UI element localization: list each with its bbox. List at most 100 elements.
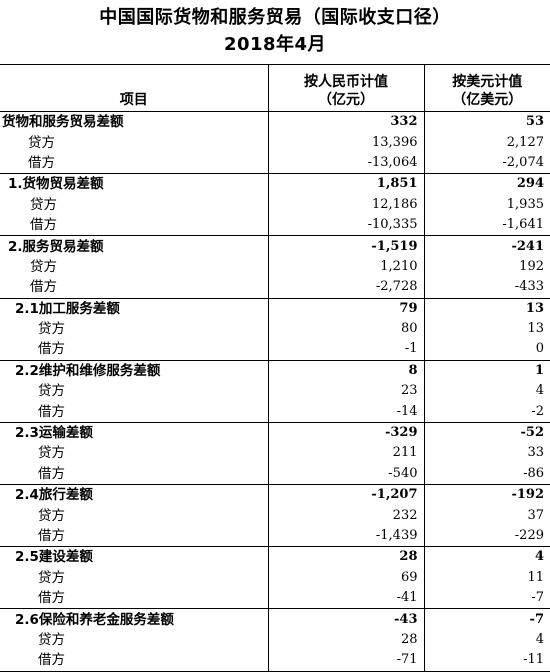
rmb-value: -43 xyxy=(268,609,424,630)
rmb-value: -41 xyxy=(268,588,424,609)
table-row: 借方 -14 -2 xyxy=(0,401,550,422)
rmb-value: 1,210 xyxy=(268,257,424,277)
table-row: 贷方 12,186 1,935 xyxy=(0,195,550,215)
rmb-value: 12,186 xyxy=(268,195,424,215)
table-row: 2.1加工服务差额 79 13 xyxy=(0,298,550,319)
table-row: 贷方 23 4 xyxy=(0,381,550,401)
usd-value: -2 xyxy=(424,401,550,422)
usd-value: -2,074 xyxy=(424,153,550,174)
row-label: 2.5建设差额 xyxy=(0,547,268,568)
row-label: 2.6保险和养老金服务差额 xyxy=(0,609,268,630)
table-row: 1.货物贸易差额 1,851 294 xyxy=(0,174,550,195)
rmb-value: -14 xyxy=(268,401,424,422)
row-label: 2.2维护和维修服务差额 xyxy=(0,360,268,381)
rmb-value: 23 xyxy=(268,381,424,401)
usd-value: -7 xyxy=(424,609,550,630)
row-label: 货物和服务贸易差额 xyxy=(0,112,268,133)
rmb-value: -540 xyxy=(268,464,424,485)
table-row: 借方 -71 -11 xyxy=(0,650,550,671)
usd-value: 13 xyxy=(424,319,550,339)
usd-value: 11 xyxy=(424,568,550,588)
usd-value: -433 xyxy=(424,277,550,298)
table-row: 2.6保险和养老金服务差额 -43 -7 xyxy=(0,609,550,630)
rmb-value: 232 xyxy=(268,505,424,525)
rmb-value: -1 xyxy=(268,339,424,360)
usd-value: 4 xyxy=(424,630,550,650)
table-row: 2.2维护和维修服务差额 8 1 xyxy=(0,360,550,381)
usd-value: -7 xyxy=(424,588,550,609)
rmb-value: -10,335 xyxy=(268,215,424,236)
rmb-value: -1,519 xyxy=(268,236,424,257)
rmb-value: 79 xyxy=(268,298,424,319)
row-label: 贷方 xyxy=(0,568,268,588)
table-row: 借方 -13,064 -2,074 xyxy=(0,153,550,174)
table-row: 贷方 69 11 xyxy=(0,568,550,588)
row-label: 借方 xyxy=(0,526,268,547)
table-row: 货物和服务贸易差额 332 53 xyxy=(0,112,550,133)
usd-value: 4 xyxy=(424,381,550,401)
report-period: 2018年4月 xyxy=(0,33,550,57)
rmb-value: 28 xyxy=(268,547,424,568)
usd-value: -241 xyxy=(424,236,550,257)
row-label: 借方 xyxy=(0,650,268,671)
rmb-value: 13,396 xyxy=(268,132,424,152)
rmb-value: -71 xyxy=(268,650,424,671)
table-row: 2.服务贸易差额 -1,519 -241 xyxy=(0,236,550,257)
usd-value: 33 xyxy=(424,443,550,463)
table-row: 借方 -10,335 -1,641 xyxy=(0,215,550,236)
table-row: 借方 -1,439 -229 xyxy=(0,526,550,547)
row-label: 贷方 xyxy=(0,381,268,401)
usd-value: -52 xyxy=(424,422,550,443)
column-header-item: 项目 xyxy=(0,65,268,112)
row-label: 2.1加工服务差额 xyxy=(0,298,268,319)
row-label: 2.服务贸易差额 xyxy=(0,236,268,257)
row-label: 2.3运输差额 xyxy=(0,422,268,443)
rmb-value: -1,439 xyxy=(268,526,424,547)
rmb-value: 69 xyxy=(268,568,424,588)
column-header-rmb: 按人民币计值 （亿元） xyxy=(268,65,424,112)
column-header-usd-unit: （亿美元） xyxy=(425,91,550,109)
rmb-value: -329 xyxy=(268,422,424,443)
usd-value: -11 xyxy=(424,650,550,671)
table-row: 贷方 211 33 xyxy=(0,443,550,463)
row-label: 借方 xyxy=(0,588,268,609)
table-row: 借方 -2,728 -433 xyxy=(0,277,550,298)
table-row: 贷方 80 13 xyxy=(0,319,550,339)
table-row: 2.3运输差额 -329 -52 xyxy=(0,422,550,443)
table-row: 2.5建设差额 28 4 xyxy=(0,547,550,568)
rmb-value: -2,728 xyxy=(268,277,424,298)
row-label: 借方 xyxy=(0,277,268,298)
table-row: 借方 -41 -7 xyxy=(0,588,550,609)
usd-value: 37 xyxy=(424,505,550,525)
row-label: 贷方 xyxy=(0,319,268,339)
usd-value: 13 xyxy=(424,298,550,319)
rmb-value: 28 xyxy=(268,630,424,650)
usd-value: 0 xyxy=(424,339,550,360)
table-row: 贷方 1,210 192 xyxy=(0,257,550,277)
usd-value: 2,127 xyxy=(424,132,550,152)
rmb-value: -1,207 xyxy=(268,485,424,506)
usd-value: -86 xyxy=(424,464,550,485)
table-row: 2.4旅行差额 -1,207 -192 xyxy=(0,485,550,506)
column-header-rmb-label: 按人民币计值 xyxy=(269,73,424,91)
row-label: 贷方 xyxy=(0,630,268,650)
row-label: 借方 xyxy=(0,464,268,485)
row-label: 2.4旅行差额 xyxy=(0,485,268,506)
row-label: 贷方 xyxy=(0,443,268,463)
table-row: 贷方 13,396 2,127 xyxy=(0,132,550,152)
column-header-rmb-unit: （亿元） xyxy=(269,91,424,109)
row-label: 贷方 xyxy=(0,505,268,525)
rmb-value: 80 xyxy=(268,319,424,339)
table-row: 借方 -540 -86 xyxy=(0,464,550,485)
usd-value: 1 xyxy=(424,360,550,381)
usd-value: 192 xyxy=(424,257,550,277)
usd-value: -192 xyxy=(424,485,550,506)
trade-balance-table: 项目 按人民币计值 （亿元） 按美元计值 （亿美元） 货物和服务贸易差额 332… xyxy=(0,64,550,672)
usd-value: 4 xyxy=(424,547,550,568)
report-title: 中国国际货物和服务贸易（国际收支口径） xyxy=(0,6,550,30)
usd-value: 53 xyxy=(424,112,550,133)
row-label: 1.货物贸易差额 xyxy=(0,174,268,195)
usd-value: 1,935 xyxy=(424,195,550,215)
row-label: 借方 xyxy=(0,215,268,236)
usd-value: 294 xyxy=(424,174,550,195)
